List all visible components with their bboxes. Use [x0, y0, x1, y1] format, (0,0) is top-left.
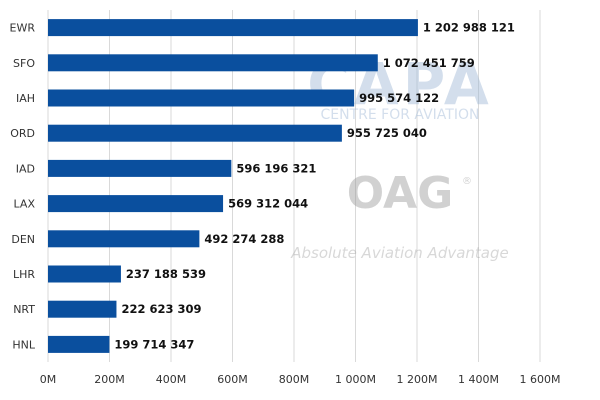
data-label: 569 312 044	[228, 197, 308, 211]
bar	[48, 195, 224, 213]
bar	[48, 265, 121, 283]
bar	[48, 19, 418, 37]
watermark-oag-title: OAG	[347, 168, 453, 219]
category-label: ORD	[10, 127, 35, 140]
x-tick-label: 0M	[40, 373, 57, 386]
x-tick-label: 1 600M	[520, 373, 561, 386]
value-labels: 1 202 988 121 1 072 451 759 995 574 122 955…	[114, 21, 515, 352]
data-label: 492 274 288	[204, 232, 284, 246]
category-label: DEN	[11, 233, 35, 246]
x-tick-label: 1 200M	[397, 373, 438, 386]
category-label: EWR	[10, 22, 36, 35]
x-axis-tick-labels: 0M 200M 400M 600M 800M 1 000M 1 200M 1 400M 1 60…	[40, 373, 561, 386]
bar	[48, 335, 110, 353]
data-label: 199 714 347	[114, 337, 194, 351]
x-tick-label: 400M	[156, 373, 187, 386]
bar	[48, 159, 232, 177]
category-label: IAD	[16, 162, 35, 175]
category-label: LHR	[13, 268, 35, 281]
bar	[48, 124, 342, 142]
data-label: 222 623 309	[121, 302, 201, 316]
x-tick-label: 200M	[94, 373, 125, 386]
category-label: IAH	[16, 92, 35, 105]
watermark-capa-subtitle: CENTRE FOR AVIATION	[321, 107, 480, 123]
data-label: 1 202 988 121	[423, 21, 515, 35]
bar	[48, 54, 378, 72]
data-label: 1 072 451 759	[383, 56, 475, 70]
x-tick-label: 800M	[279, 373, 310, 386]
data-label: 237 188 539	[126, 267, 206, 281]
watermark-capa: CAPA CENTRE FOR AVIATION	[307, 50, 489, 123]
category-label: SFO	[13, 57, 35, 70]
x-tick-label: 600M	[217, 373, 248, 386]
bar-series	[48, 19, 418, 353]
category-label: HNL	[12, 338, 36, 351]
category-label: NRT	[13, 303, 35, 316]
category-labels: EWR SFO IAH ORD IAD LAX DEN LHR NRT HNL	[10, 22, 36, 352]
category-label: LAX	[14, 198, 36, 211]
bar	[48, 300, 117, 318]
data-label: 955 725 040	[347, 126, 427, 140]
data-label: 596 196 321	[236, 161, 316, 175]
bar	[48, 230, 200, 248]
watermark-oag-tagline: Absolute Aviation Advantage	[290, 244, 509, 262]
x-tick-label: 1 000M	[335, 373, 376, 386]
watermark-oag-registered: ®	[462, 176, 472, 187]
bar	[48, 89, 355, 107]
data-label: 995 574 122	[359, 91, 439, 105]
watermark-oag: OAG ® Absolute Aviation Advantage	[290, 168, 509, 262]
x-tick-label: 1 400M	[458, 373, 499, 386]
